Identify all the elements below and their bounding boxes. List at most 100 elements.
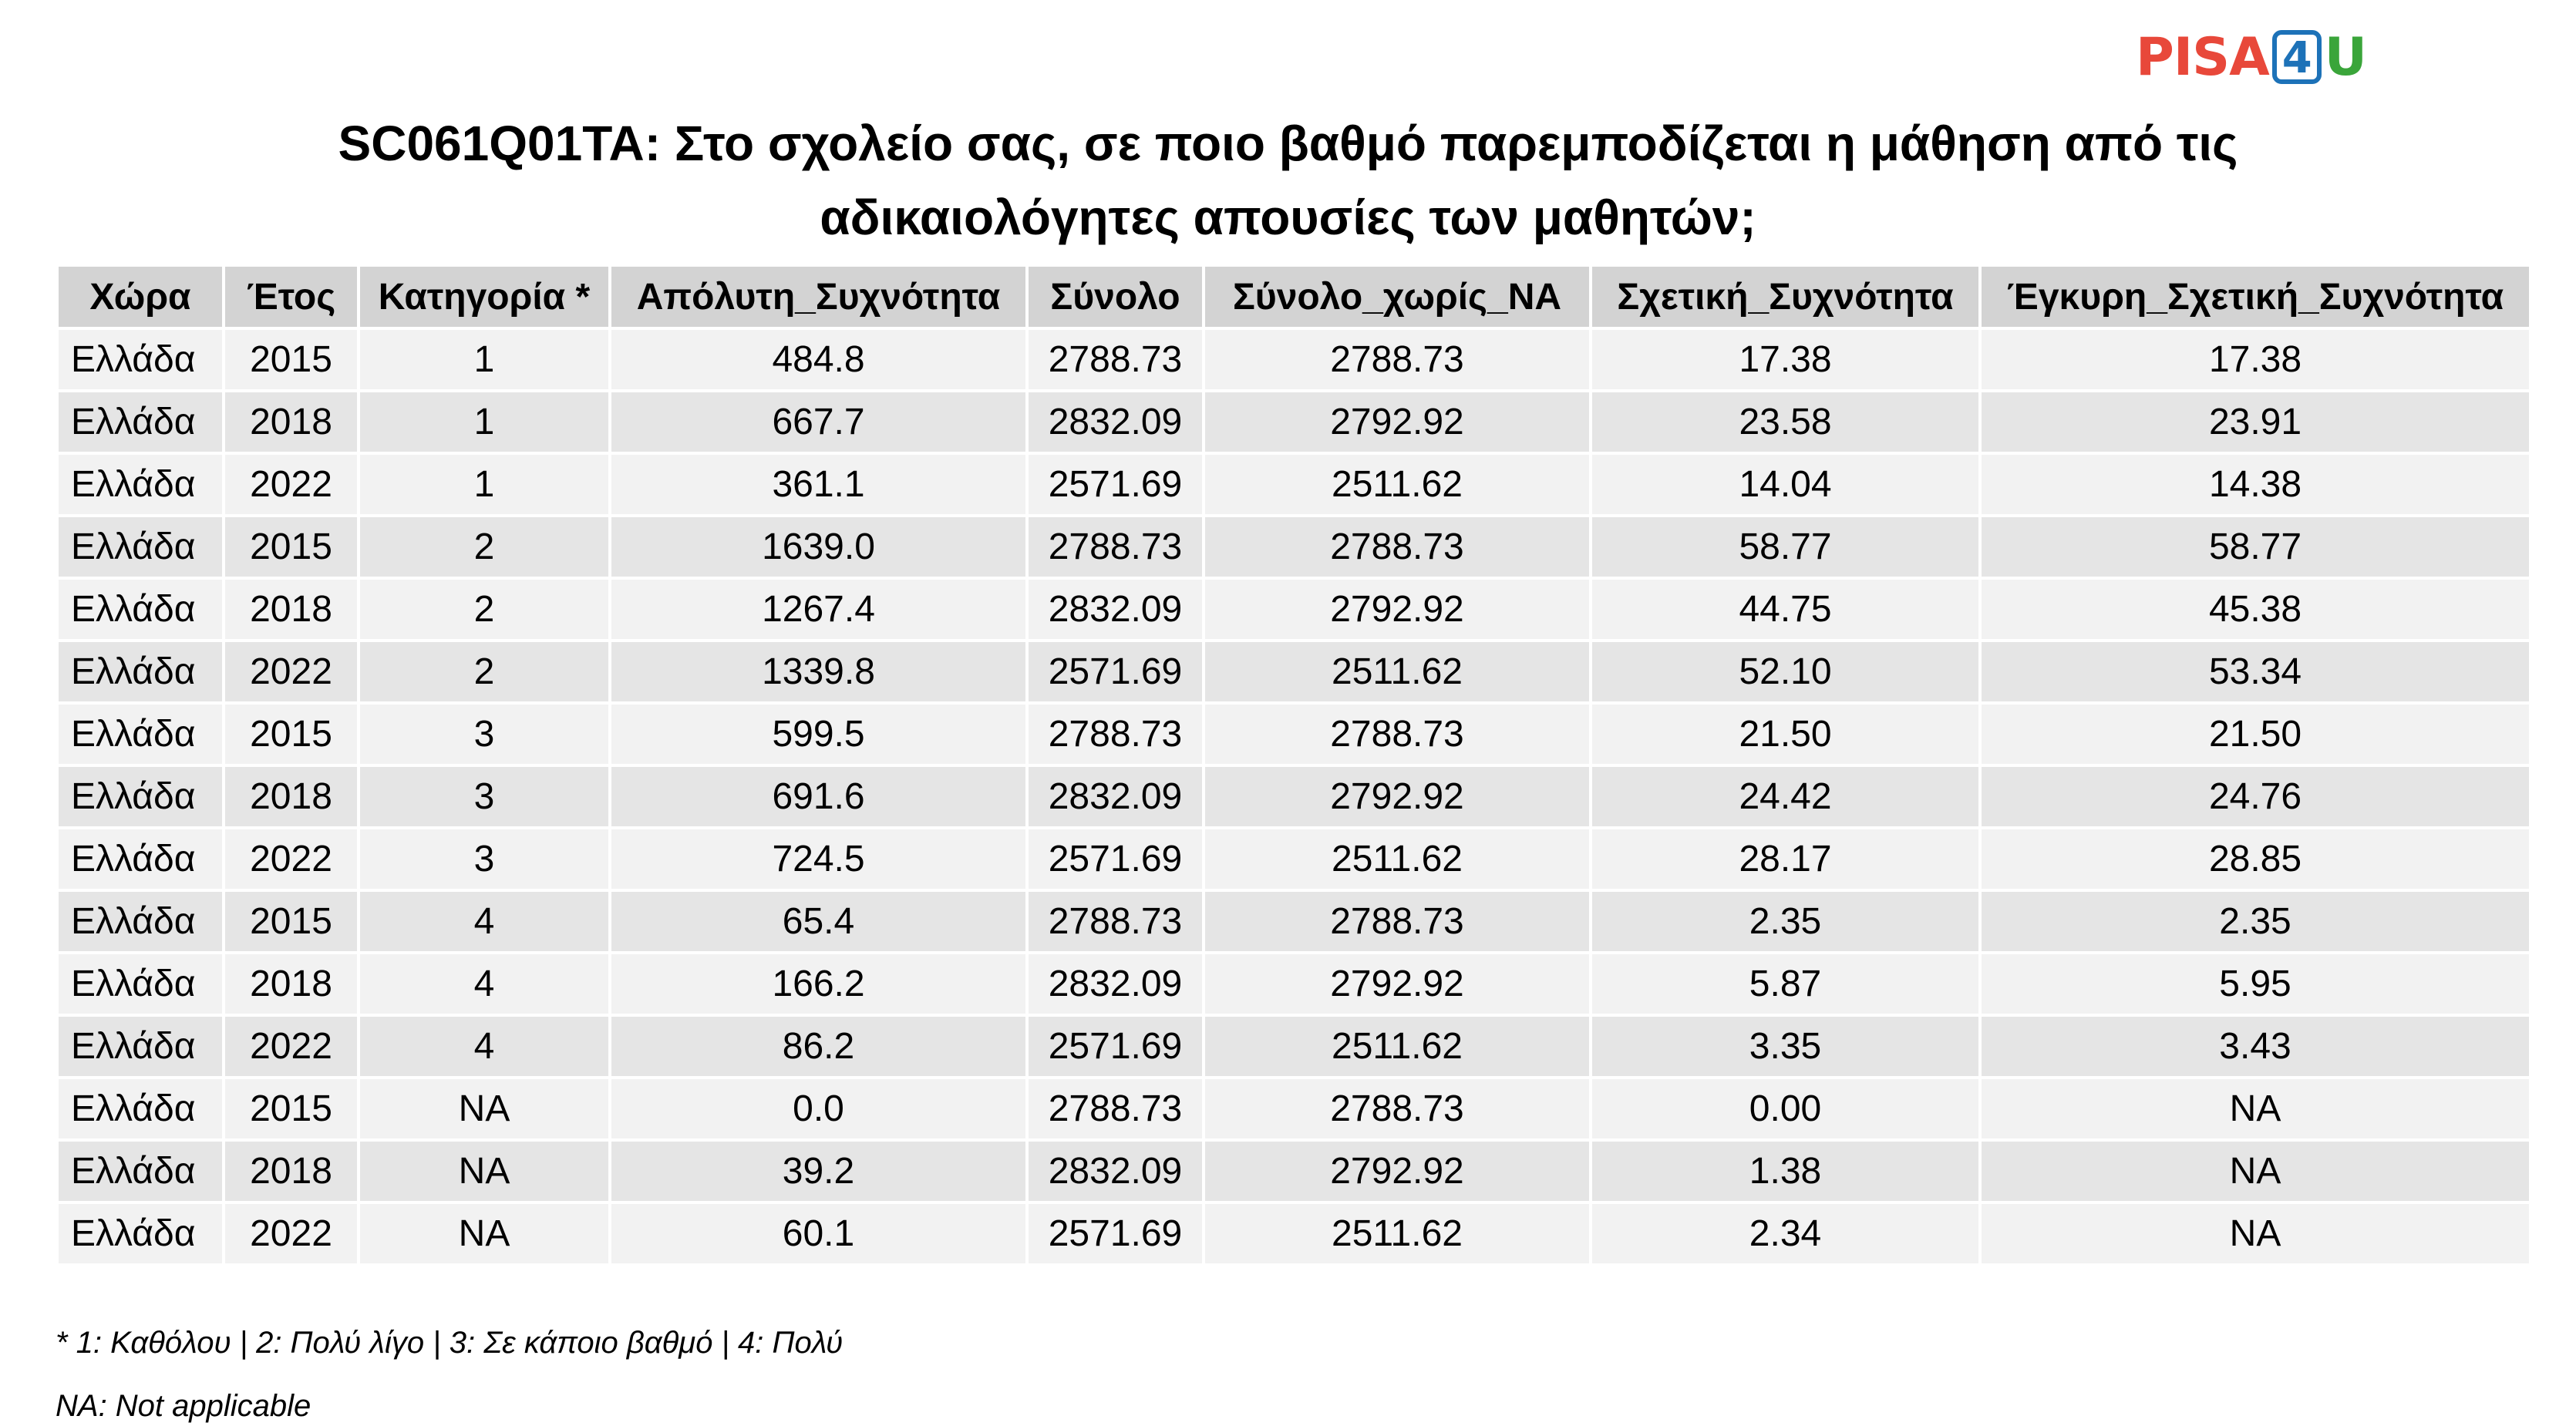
cell-absolute-frequency: 691.6 (608, 764, 1029, 829)
cell-total: 2832.09 (1025, 1138, 1205, 1204)
cell-total: 2788.73 (1025, 889, 1205, 954)
cell-country: Ελλάδα (56, 514, 225, 580)
cell-country: Ελλάδα (56, 1076, 225, 1142)
cell-absolute-frequency: 484.8 (608, 327, 1029, 392)
cell-total-without-na: 2788.73 (1202, 1076, 1592, 1142)
cell-absolute-frequency: 60.1 (608, 1201, 1029, 1266)
cell-category: 3 (357, 701, 611, 767)
table-row: Ελλάδα 2015 2 1639.0 2788.73 2788.73 58.77 58.7… (56, 514, 2532, 580)
table-row: Ελλάδα 2015 4 65.4 2788.73 2788.73 2.35 2.35 (56, 889, 2532, 954)
cell-total: 2571.69 (1025, 1014, 1205, 1079)
page-title-line2: αδικαιολόγητες απουσίες των μαθητών; (820, 190, 1756, 245)
cell-relative-frequency: 17.38 (1589, 327, 1982, 392)
cell-absolute-frequency: 166.2 (608, 951, 1029, 1017)
cell-year: 2022 (222, 826, 360, 892)
cell-country: Ελλάδα (56, 1138, 225, 1204)
cell-year: 2018 (222, 389, 360, 455)
table-row: Ελλάδα 2018 NA 39.2 2832.09 2792.92 1.38 NA (56, 1138, 2532, 1204)
cell-total: 2788.73 (1025, 327, 1205, 392)
cell-total: 2788.73 (1025, 514, 1205, 580)
cell-relative-frequency: 5.87 (1589, 951, 1982, 1017)
cell-valid-relative-frequency: 17.38 (1978, 327, 2532, 392)
table-header-row: Χώρα Έτος Κατηγορία * Απόλυτη_Συχνότητα … (56, 264, 2532, 330)
cell-total-without-na: 2788.73 (1202, 327, 1592, 392)
cell-total: 2832.09 (1025, 577, 1205, 642)
header-category: Κατηγορία * (357, 264, 611, 330)
logo-text-u: U (2324, 26, 2367, 88)
cell-category: 1 (357, 389, 611, 455)
table-row: Ελλάδα 2018 2 1267.4 2832.09 2792.92 44.75 45.3… (56, 577, 2532, 642)
cell-relative-frequency: 28.17 (1589, 826, 1982, 892)
cell-country: Ελλάδα (56, 577, 225, 642)
cell-year: 2018 (222, 577, 360, 642)
cell-category: 2 (357, 577, 611, 642)
cell-valid-relative-frequency: 23.91 (1978, 389, 2532, 455)
cell-category: 3 (357, 764, 611, 829)
cell-year: 2022 (222, 1014, 360, 1079)
cell-year: 2018 (222, 764, 360, 829)
cell-absolute-frequency: 724.5 (608, 826, 1029, 892)
cell-valid-relative-frequency: 58.77 (1978, 514, 2532, 580)
logo-text-pisa: PISA (2136, 26, 2270, 88)
cell-total-without-na: 2511.62 (1202, 826, 1592, 892)
cell-category: 4 (357, 889, 611, 954)
cell-year: 2015 (222, 889, 360, 954)
cell-relative-frequency: 23.58 (1589, 389, 1982, 455)
cell-valid-relative-frequency: 45.38 (1978, 577, 2532, 642)
table-row: Ελλάδα 2015 NA 0.0 2788.73 2788.73 0.00 NA (56, 1076, 2532, 1142)
page-title: SC061Q01TA: Στο σχολείο σας, σε ποιο βαθ… (0, 106, 2576, 254)
cell-country: Ελλάδα (56, 701, 225, 767)
cell-country: Ελλάδα (56, 327, 225, 392)
cell-relative-frequency: 58.77 (1589, 514, 1982, 580)
cell-total-without-na: 2792.92 (1202, 951, 1592, 1017)
table-row: Ελλάδα 2022 NA 60.1 2571.69 2511.62 2.34 NA (56, 1201, 2532, 1266)
cell-year: 2015 (222, 327, 360, 392)
cell-valid-relative-frequency: NA (1978, 1138, 2532, 1204)
cell-country: Ελλάδα (56, 1014, 225, 1079)
table-row: Ελλάδα 2018 3 691.6 2832.09 2792.92 24.42 24.76 (56, 764, 2532, 829)
cell-relative-frequency: 52.10 (1589, 639, 1982, 705)
cell-total-without-na: 2511.62 (1202, 452, 1592, 517)
cell-absolute-frequency: 1639.0 (608, 514, 1029, 580)
cell-valid-relative-frequency: 24.76 (1978, 764, 2532, 829)
cell-year: 2022 (222, 452, 360, 517)
table-row: Ελλάδα 2022 2 1339.8 2571.69 2511.62 52.10 53.3… (56, 639, 2532, 705)
cell-relative-frequency: 2.34 (1589, 1201, 1982, 1266)
header-country: Χώρα (56, 264, 225, 330)
cell-absolute-frequency: 1267.4 (608, 577, 1029, 642)
cell-total: 2571.69 (1025, 639, 1205, 705)
header-absolute-frequency: Απόλυτη_Συχνότητα (608, 264, 1029, 330)
cell-absolute-frequency: 86.2 (608, 1014, 1029, 1079)
page-title-line1: SC061Q01TA: Στο σχολείο σας, σε ποιο βαθ… (338, 116, 2238, 171)
cell-relative-frequency: 1.38 (1589, 1138, 1982, 1204)
cell-total: 2571.69 (1025, 452, 1205, 517)
cell-absolute-frequency: 1339.8 (608, 639, 1029, 705)
cell-year: 2018 (222, 1138, 360, 1204)
cell-category: 2 (357, 514, 611, 580)
table-row: Ελλάδα 2015 3 599.5 2788.73 2788.73 21.50 21.50 (56, 701, 2532, 767)
cell-total: 2788.73 (1025, 1076, 1205, 1142)
cell-year: 2015 (222, 514, 360, 580)
cell-absolute-frequency: 65.4 (608, 889, 1029, 954)
pisa4u-logo: PISA 4 U (2136, 26, 2367, 88)
cell-year: 2022 (222, 639, 360, 705)
cell-relative-frequency: 24.42 (1589, 764, 1982, 829)
cell-category: 4 (357, 951, 611, 1017)
cell-relative-frequency: 21.50 (1589, 701, 1982, 767)
header-valid-relative-frequency: Έγκυρη_Σχετική_Συχνότητα (1978, 264, 2532, 330)
cell-total-without-na: 2511.62 (1202, 1014, 1592, 1079)
cell-year: 2022 (222, 1201, 360, 1266)
cell-total-without-na: 2788.73 (1202, 514, 1592, 580)
cell-total-without-na: 2511.62 (1202, 1201, 1592, 1266)
cell-total-without-na: 2792.92 (1202, 577, 1592, 642)
cell-total-without-na: 2511.62 (1202, 639, 1592, 705)
cell-country: Ελλάδα (56, 639, 225, 705)
cell-total: 2788.73 (1025, 701, 1205, 767)
cell-category: NA (357, 1076, 611, 1142)
cell-total: 2571.69 (1025, 1201, 1205, 1266)
cell-year: 2015 (222, 701, 360, 767)
cell-valid-relative-frequency: NA (1978, 1201, 2532, 1266)
cell-country: Ελλάδα (56, 764, 225, 829)
na-note: NA: Not applicable (56, 1389, 311, 1423)
cell-country: Ελλάδα (56, 826, 225, 892)
